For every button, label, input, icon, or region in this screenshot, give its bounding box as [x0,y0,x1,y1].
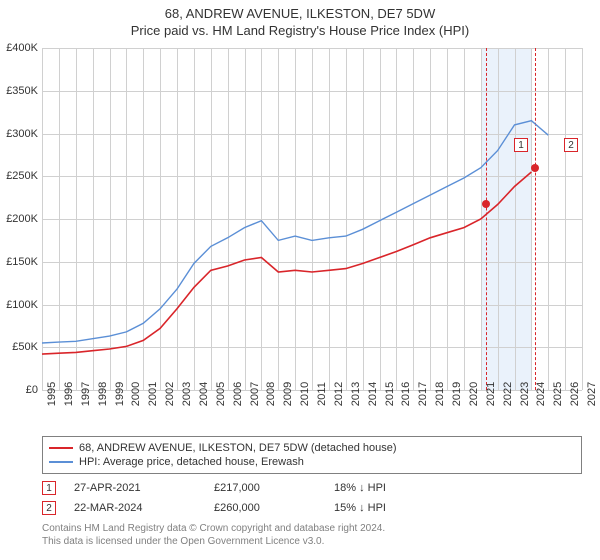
x-tick-label: 2021 [485,382,497,406]
footer-credits: Contains HM Land Registry data © Crown c… [42,522,385,548]
x-tick-label: 2024 [535,382,547,406]
x-tick-label: 2002 [164,382,176,406]
x-tick-label: 2009 [282,382,294,406]
x-tick-label: 1998 [97,382,109,406]
row-pct-1: 18% ↓ HPI [334,482,454,494]
y-tick-label: £400K [6,42,38,54]
footer-line-2: This data is licensed under the Open Gov… [42,535,385,548]
y-tick-label: £100K [6,299,38,311]
chart-subtitle: Price paid vs. HM Land Registry's House … [0,21,600,38]
x-tick-label: 2019 [451,382,463,406]
y-tick-label: £150K [6,256,38,268]
x-tick-label: 2010 [299,382,311,406]
row-price-1: £217,000 [214,482,334,494]
x-tick-label: 2018 [434,382,446,406]
x-tick-label: 2000 [130,382,142,406]
line-series [42,48,582,390]
x-tick-label: 2005 [215,382,227,406]
x-tick-label: 2025 [552,382,564,406]
y-tick-label: £300K [6,128,38,140]
legend-swatch-blue [49,461,73,463]
x-tick-label: 2022 [502,382,514,406]
data-row-2: 2 22-MAR-2024 £260,000 15% ↓ HPI [42,498,454,518]
legend-label-2: HPI: Average price, detached house, Erew… [79,456,304,468]
chart-title: 68, ANDREW AVENUE, ILKESTON, DE7 5DW [0,0,600,21]
x-tick-label: 1995 [46,382,58,406]
y-tick-label: £0 [26,384,38,396]
x-tick-label: 1999 [114,382,126,406]
row-marker-1: 1 [42,481,56,495]
x-tick-label: 2027 [586,382,598,406]
data-table: 1 27-APR-2021 £217,000 18% ↓ HPI 2 22-MA… [42,478,454,518]
legend-row-1: 68, ANDREW AVENUE, ILKESTON, DE7 5DW (de… [49,441,575,455]
event-marker-label: 2 [564,138,578,152]
legend-swatch-red [49,447,73,449]
footer-line-1: Contains HM Land Registry data © Crown c… [42,522,385,535]
event-marker-dot [482,200,490,208]
x-tick-label: 2014 [367,382,379,406]
legend-row-2: HPI: Average price, detached house, Erew… [49,455,575,469]
y-tick-label: £200K [6,213,38,225]
x-tick-label: 2017 [417,382,429,406]
x-tick-label: 2006 [232,382,244,406]
x-tick-label: 2015 [384,382,396,406]
x-tick-label: 2012 [333,382,345,406]
plot-area: £0£50K£100K£150K£200K£250K£300K£350K£400… [42,48,582,390]
row-date-1: 27-APR-2021 [74,482,214,494]
x-tick-label: 2026 [569,382,581,406]
x-tick-label: 1997 [80,382,92,406]
y-tick-label: £50K [12,341,38,353]
x-tick-label: 2007 [249,382,261,406]
event-marker-dot [531,164,539,172]
y-tick-label: £350K [6,85,38,97]
row-price-2: £260,000 [214,502,334,514]
x-tick-label: 2013 [350,382,362,406]
y-tick-label: £250K [6,170,38,182]
legend: 68, ANDREW AVENUE, ILKESTON, DE7 5DW (de… [42,436,582,474]
legend-label-1: 68, ANDREW AVENUE, ILKESTON, DE7 5DW (de… [79,442,397,454]
x-tick-label: 2020 [468,382,480,406]
x-tick-label: 2003 [181,382,193,406]
x-tick-label: 2016 [400,382,412,406]
x-tick-label: 2004 [198,382,210,406]
x-tick-label: 1996 [63,382,75,406]
x-tick-label: 2011 [316,382,328,406]
x-tick-label: 2023 [519,382,531,406]
event-marker-label: 1 [514,138,528,152]
data-row-1: 1 27-APR-2021 £217,000 18% ↓ HPI [42,478,454,498]
x-tick-label: 2001 [147,382,159,406]
row-pct-2: 15% ↓ HPI [334,502,454,514]
row-marker-2: 2 [42,501,56,515]
row-date-2: 22-MAR-2024 [74,502,214,514]
chart-container: 68, ANDREW AVENUE, ILKESTON, DE7 5DW Pri… [0,0,600,560]
x-tick-label: 2008 [265,382,277,406]
